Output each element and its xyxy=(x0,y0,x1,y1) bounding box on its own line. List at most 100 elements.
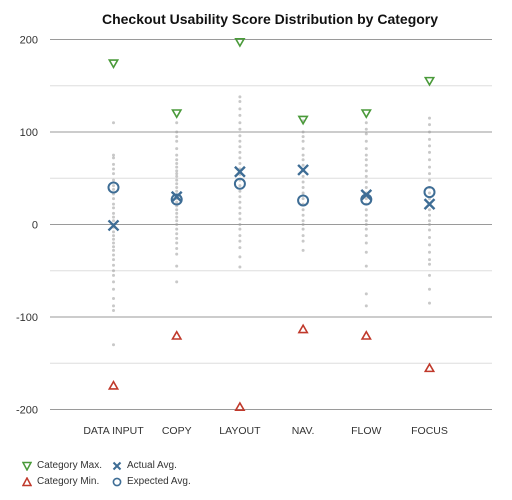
raw-score-dot xyxy=(112,215,115,219)
raw-score-dot xyxy=(175,186,179,189)
raw-score-dot xyxy=(112,245,115,249)
x-axis-category-labels: DATA INPUT COPY LAYOUT NAV. FLOW FOCUS xyxy=(83,425,448,437)
raw-score-dot xyxy=(364,227,368,231)
raw-score-dot xyxy=(364,234,368,238)
raw-score-dot xyxy=(175,280,179,284)
raw-score-dot xyxy=(112,202,115,206)
legend-item-expected-avg: Expected Avg. xyxy=(112,476,191,487)
raw-score-dot xyxy=(301,163,305,167)
actual-avg-marker xyxy=(234,165,246,178)
category-max-marker xyxy=(234,37,246,48)
raw-score-dot xyxy=(238,211,242,215)
raw-score-dot xyxy=(428,191,431,195)
raw-score-dot xyxy=(112,167,115,171)
raw-score-dot xyxy=(428,258,431,262)
raw-score-dot xyxy=(301,227,305,231)
expected-avg-marker xyxy=(297,194,310,207)
raw-score-dot xyxy=(112,269,115,273)
legend-label-category-max: Category Max. xyxy=(37,460,103,471)
raw-score-dot xyxy=(238,139,242,143)
raw-score-dot xyxy=(428,178,431,182)
y-axis-ticks: 200 100 0 -100 -200 xyxy=(16,35,38,417)
raw-score-dot xyxy=(238,134,242,138)
raw-score-dot xyxy=(175,264,179,268)
raw-score-dot xyxy=(364,264,368,268)
raw-score-dot xyxy=(301,223,305,226)
circle-icon xyxy=(112,477,122,486)
raw-score-dot xyxy=(238,156,242,160)
raw-score-dot xyxy=(175,178,179,182)
raw-score-dot xyxy=(428,116,431,120)
raw-score-dot xyxy=(175,189,179,193)
grid xyxy=(50,39,492,410)
raw-score-dot xyxy=(175,223,179,226)
raw-score-dot xyxy=(364,304,368,308)
raw-score-dot xyxy=(175,165,179,169)
raw-score-dot xyxy=(175,232,179,236)
raw-score-dot xyxy=(175,211,179,215)
raw-score-dot xyxy=(112,156,115,160)
raw-score-dot xyxy=(112,211,115,215)
raw-score-dot xyxy=(364,213,368,217)
raw-score-dot xyxy=(112,178,115,182)
raw-score-dot xyxy=(112,187,115,191)
raw-score-dot xyxy=(175,215,179,219)
raw-score-dot xyxy=(301,219,305,223)
raw-score-dot xyxy=(175,174,179,178)
raw-score-dot xyxy=(112,258,115,262)
raw-score-dot xyxy=(364,174,368,178)
y-tick-label: 0 xyxy=(32,220,38,232)
raw-score-dot xyxy=(238,234,242,238)
raw-score-dot xyxy=(364,163,368,167)
raw-score-dot xyxy=(301,139,305,143)
raw-score-dot xyxy=(428,223,431,226)
triangle-down-icon xyxy=(22,461,32,471)
raw-score-dot xyxy=(428,172,431,176)
raw-score-dot xyxy=(238,246,242,250)
raw-score-dot xyxy=(428,273,431,277)
actual-avg-marker xyxy=(423,198,436,210)
raw-score-dot xyxy=(175,252,179,256)
legend-label-expected-avg: Expected Avg. xyxy=(127,476,191,487)
raw-score-dot xyxy=(364,127,368,131)
raw-score-dot xyxy=(175,158,179,162)
raw-score-dot xyxy=(364,153,368,157)
raw-score-dot xyxy=(364,139,368,143)
raw-score-dot xyxy=(238,161,242,165)
raw-score-dot xyxy=(175,182,179,186)
raw-score-dot xyxy=(238,217,242,221)
raw-score-dot xyxy=(301,248,305,252)
raw-score-dot xyxy=(112,230,115,234)
category-min-marker xyxy=(234,401,246,412)
raw-score-dot xyxy=(364,132,368,136)
raw-score-dot xyxy=(238,265,242,269)
category-min-marker xyxy=(297,323,309,334)
raw-score-dot xyxy=(301,180,305,184)
raw-score-dot xyxy=(175,241,179,245)
raw-score-dot xyxy=(301,174,305,178)
raw-score-dot xyxy=(428,150,431,154)
raw-score-dot xyxy=(112,280,115,284)
raw-score-dot xyxy=(428,137,431,141)
actual-avg-marker xyxy=(170,190,183,203)
raw-score-dot xyxy=(112,241,115,245)
raw-score-dot xyxy=(112,153,115,157)
raw-score-dot xyxy=(238,200,242,204)
x-mark-icon xyxy=(112,461,122,470)
raw-score-dot xyxy=(428,165,431,169)
raw-score-dot xyxy=(112,237,115,241)
raw-score-dot xyxy=(238,255,242,259)
raw-score-dot xyxy=(175,135,179,139)
expected-avg-marker xyxy=(107,181,120,194)
y-tick-label: 100 xyxy=(20,127,38,139)
raw-score-dot xyxy=(364,208,368,212)
raw-score-dot xyxy=(175,208,179,212)
raw-score-dot xyxy=(238,121,242,125)
raw-score-dot xyxy=(175,247,179,251)
raw-score-dot xyxy=(301,158,305,162)
raw-score-dot xyxy=(175,169,179,173)
raw-score-dot xyxy=(428,235,431,239)
raw-score-dot xyxy=(428,250,431,254)
raw-score-dot xyxy=(301,197,305,201)
